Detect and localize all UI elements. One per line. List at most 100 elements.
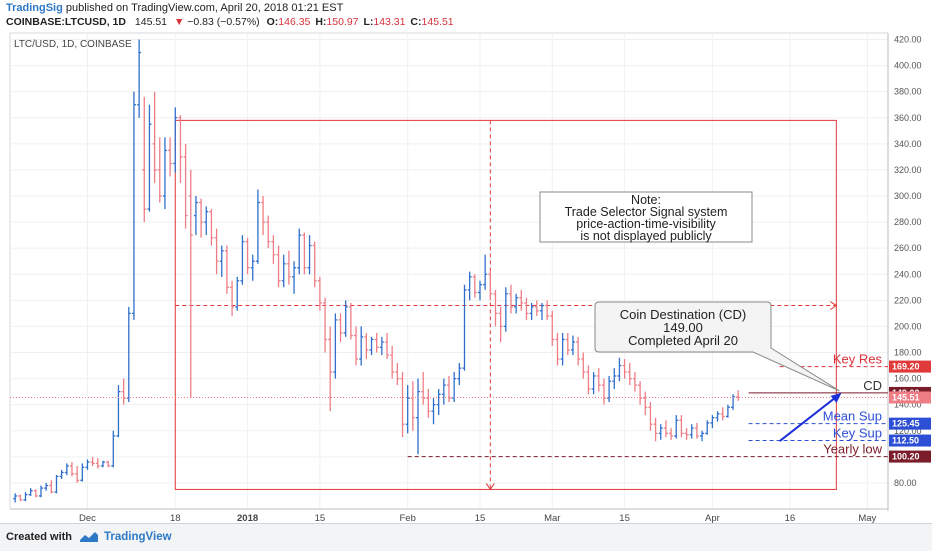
ohlc-bar — [436, 389, 441, 416]
cd-arrow-head — [830, 392, 842, 403]
ohlc-bar — [302, 232, 307, 275]
ohlc-bar — [354, 326, 359, 366]
symbol-label: COINBASE:LTCUSD, 1D — [6, 16, 126, 28]
ohlc-bar — [374, 332, 379, 353]
ohlc-bar — [235, 276, 240, 311]
y-tick-label: 320.00 — [894, 165, 922, 175]
close-value: 145.51 — [421, 16, 454, 28]
ohlc-bar — [85, 459, 90, 470]
ohlc-bar — [106, 460, 111, 468]
ohlc-bar — [23, 492, 28, 502]
ohlc-bar — [638, 381, 643, 405]
price-midline-arrow — [830, 301, 838, 310]
price-chart[interactable]: 80.00100.00120.00140.00160.00180.00200.0… — [0, 28, 932, 523]
ohlc-bar — [111, 430, 116, 468]
ohlc-bar — [462, 284, 467, 371]
ohlc-bar — [157, 137, 162, 203]
ohlc-bar — [359, 326, 364, 366]
ohlc-bar — [323, 297, 328, 353]
ohlc-bar — [524, 297, 529, 320]
level-price-tag-bg — [889, 450, 931, 463]
ohlc-bar — [59, 469, 64, 480]
ohlc-bar — [617, 357, 622, 382]
time-price-box — [174, 119, 837, 490]
ohlc-bar — [245, 237, 250, 275]
level-price-tag: 112.50 — [892, 436, 919, 446]
ohlc-bar — [121, 378, 126, 405]
low-label: L: — [363, 16, 374, 28]
ohlc-bar — [669, 428, 674, 440]
ohlc-bar — [426, 389, 431, 418]
ohlc-bar — [224, 245, 229, 294]
ohlc-bar — [483, 254, 488, 290]
author-link[interactable]: TradingSig — [6, 2, 63, 14]
tradingview-brand[interactable]: TradingView — [104, 531, 172, 543]
ohlc-bar — [503, 287, 508, 332]
y-tick-label: 140.00 — [894, 400, 922, 410]
ohlc-bar — [601, 378, 606, 405]
ohlc-bar — [416, 378, 421, 455]
ohlc-bar — [126, 306, 131, 403]
ohlc-bar — [545, 300, 550, 320]
x-tick-label: Apr — [705, 513, 720, 523]
ohlc-bar — [199, 198, 204, 238]
level-label: CD — [863, 378, 882, 393]
ohlc-bar — [266, 215, 271, 249]
y-tick-label: 180.00 — [894, 348, 922, 358]
ohlc-bar — [338, 313, 343, 343]
x-tick-label: 15 — [315, 513, 326, 523]
quote-line: COINBASE:LTCUSD, 1D 145.51 ▼ −0.83 (−0.5… — [6, 16, 454, 28]
x-tick-label: Dec — [79, 513, 96, 523]
y-tick-label: 280.00 — [894, 217, 922, 227]
y-tick-label: 240.00 — [894, 269, 922, 279]
ohlc-bar — [539, 302, 544, 320]
high-value: 150.97 — [326, 16, 359, 28]
y-tick-label: 300.00 — [894, 191, 922, 201]
ohlc-bar — [188, 169, 193, 399]
y-tick-label: 200.00 — [894, 321, 922, 331]
ohlc-bar — [627, 362, 632, 386]
close-label: C: — [410, 16, 422, 28]
level-label: Key Sup — [833, 426, 882, 441]
ohlc-bar — [178, 115, 183, 183]
ohlc-bar — [612, 368, 617, 390]
tradingview-logo-icon — [80, 532, 98, 542]
ohlc-bar — [555, 332, 560, 366]
footer: Created with TradingView — [0, 523, 932, 551]
ohlc-bar — [75, 465, 80, 483]
ohlc-bar — [467, 271, 472, 301]
y-tick-label: 420.00 — [894, 35, 922, 45]
ohlc-bar — [472, 274, 477, 298]
x-tick-label: 16 — [785, 513, 796, 523]
ohlc-bar — [147, 104, 152, 212]
ohlc-bar — [519, 289, 524, 311]
ohlc-bar — [168, 137, 173, 177]
level-price-tag-bg — [889, 434, 931, 447]
ohlc-bar — [550, 310, 555, 346]
ohlc-bar — [570, 335, 575, 356]
ohlc-bar — [281, 254, 286, 288]
y-tick-label: 120.00 — [894, 426, 922, 436]
x-tick-label: Mar — [544, 513, 560, 523]
ohlc-bar — [312, 241, 317, 288]
ohlc-bar — [565, 332, 570, 356]
ohlc-bar — [193, 196, 198, 236]
ohlc-bar — [581, 352, 586, 379]
ohlc-bar — [255, 189, 260, 264]
cd-arrow-line — [778, 395, 839, 442]
ohlc-bar — [622, 359, 627, 379]
y-tick-label: 260.00 — [894, 243, 922, 253]
ohlc-bar — [720, 407, 725, 421]
ohlc-bar — [725, 404, 730, 418]
ohlc-bar — [317, 276, 322, 311]
ohlc-bar — [250, 254, 255, 281]
ohlc-bar — [116, 385, 121, 438]
ohlc-bar — [431, 398, 436, 425]
y-tick-label: 380.00 — [894, 87, 922, 97]
ohlc-bar — [261, 196, 266, 236]
ohlc-bar — [183, 143, 188, 229]
note-box — [539, 191, 753, 243]
ohlc-bar — [715, 411, 720, 422]
y-tick-label: 80.00 — [894, 478, 917, 488]
down-arrow-icon: ▼ — [173, 16, 185, 28]
